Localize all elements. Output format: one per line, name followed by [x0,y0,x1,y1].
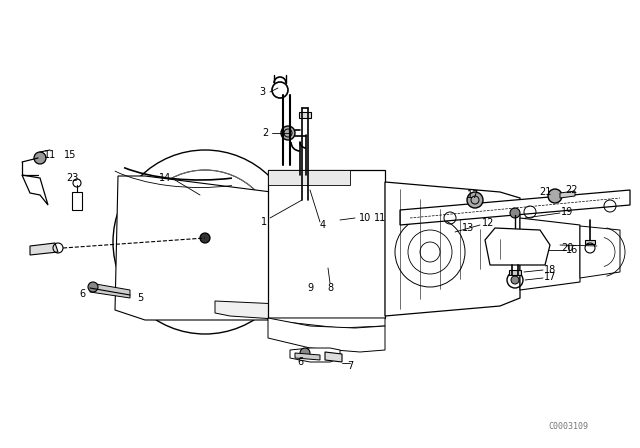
Text: 23: 23 [66,173,78,183]
Text: 17: 17 [544,272,556,282]
Polygon shape [485,228,550,265]
Text: 21: 21 [539,187,551,197]
Text: 14: 14 [159,173,171,183]
Text: 7: 7 [347,361,353,371]
Text: 11: 11 [374,213,386,223]
Text: 8: 8 [327,283,333,293]
Text: 20: 20 [561,243,573,253]
Circle shape [510,208,520,218]
Text: 11: 11 [44,150,56,160]
Polygon shape [268,318,385,328]
Text: 22: 22 [566,185,579,195]
Polygon shape [90,283,130,298]
Polygon shape [268,170,385,318]
Polygon shape [22,175,48,205]
Text: 5: 5 [137,293,143,303]
Circle shape [88,282,98,292]
Text: 4: 4 [320,220,326,230]
Text: 15: 15 [64,150,76,160]
Circle shape [34,152,46,164]
Circle shape [196,233,214,251]
Polygon shape [268,170,350,185]
Polygon shape [580,226,620,278]
Text: 1: 1 [261,217,267,227]
Text: 16: 16 [566,245,578,255]
Circle shape [548,189,562,203]
Polygon shape [560,191,575,198]
Text: 6: 6 [79,289,85,299]
Polygon shape [299,112,311,118]
Text: 3: 3 [259,87,265,97]
Polygon shape [295,353,320,360]
Text: 10: 10 [359,213,371,223]
Text: 17: 17 [467,190,479,200]
Polygon shape [115,176,310,320]
Text: 12: 12 [482,218,494,228]
Polygon shape [72,192,82,210]
Polygon shape [509,270,521,275]
Polygon shape [30,243,58,255]
Text: 2: 2 [262,128,268,138]
Circle shape [511,276,519,284]
Polygon shape [290,348,340,362]
Circle shape [467,192,483,208]
Text: 13: 13 [462,223,474,233]
Polygon shape [400,190,630,225]
Polygon shape [385,182,520,316]
Polygon shape [325,352,342,362]
Polygon shape [215,301,295,320]
Text: C0003109: C0003109 [548,422,588,431]
Text: 19: 19 [561,207,573,217]
Circle shape [200,233,210,243]
Text: 9: 9 [307,283,313,293]
Polygon shape [268,318,385,352]
Polygon shape [585,240,595,244]
Text: 6: 6 [297,357,303,367]
Text: 18: 18 [544,265,556,275]
Circle shape [300,348,310,358]
Polygon shape [520,218,580,290]
Circle shape [281,126,295,140]
